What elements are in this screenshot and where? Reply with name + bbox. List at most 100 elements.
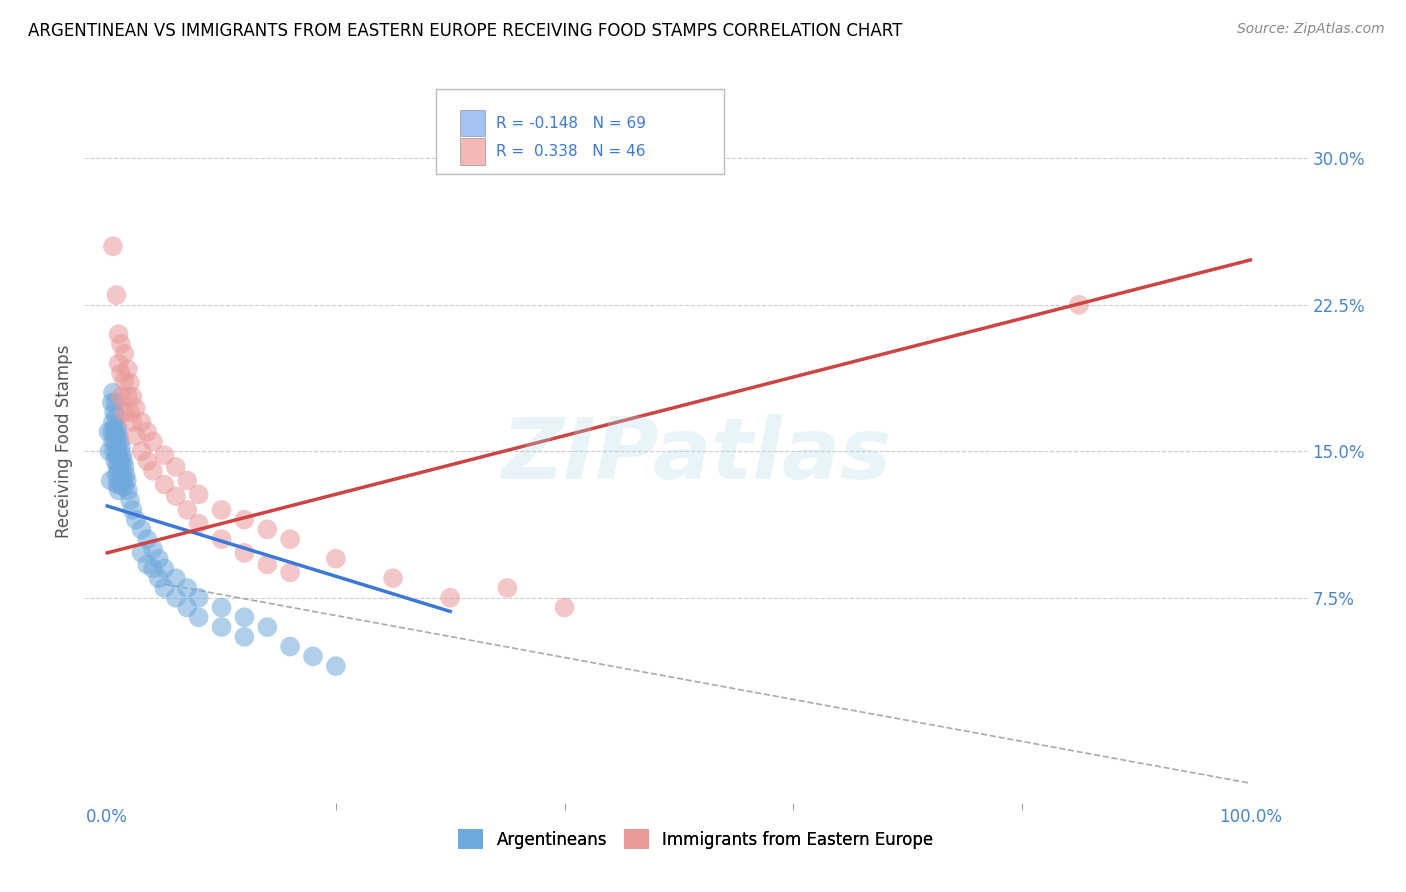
Point bbox=[125, 401, 148, 416]
Point bbox=[153, 581, 176, 595]
Point bbox=[112, 459, 135, 474]
Point bbox=[211, 503, 233, 517]
Point bbox=[165, 489, 187, 503]
Point bbox=[211, 600, 233, 615]
Point bbox=[108, 474, 131, 488]
Point bbox=[114, 467, 136, 482]
Point bbox=[278, 566, 301, 580]
Point bbox=[256, 620, 278, 634]
Point bbox=[233, 513, 256, 527]
Point bbox=[98, 444, 121, 458]
Point bbox=[136, 558, 159, 572]
Point bbox=[112, 405, 135, 419]
Point bbox=[233, 546, 256, 560]
Point bbox=[121, 415, 143, 429]
Point bbox=[176, 503, 198, 517]
Point bbox=[105, 288, 128, 302]
Point bbox=[107, 458, 129, 472]
Point bbox=[1067, 298, 1090, 312]
Point bbox=[104, 395, 127, 409]
Text: ZIPatlas: ZIPatlas bbox=[501, 415, 891, 498]
Text: R = -0.148   N = 69: R = -0.148 N = 69 bbox=[496, 116, 647, 130]
Point bbox=[165, 591, 187, 605]
Point bbox=[187, 487, 209, 501]
Point bbox=[125, 513, 148, 527]
Point bbox=[101, 425, 124, 439]
Point bbox=[302, 649, 325, 664]
Point bbox=[105, 448, 128, 462]
Point bbox=[110, 441, 132, 455]
Point bbox=[187, 516, 209, 531]
Point bbox=[211, 620, 233, 634]
Point bbox=[256, 523, 278, 537]
Point bbox=[107, 421, 129, 435]
Point bbox=[107, 428, 129, 442]
Point bbox=[278, 532, 301, 546]
Point bbox=[112, 454, 135, 468]
Point bbox=[100, 474, 122, 488]
Point bbox=[142, 464, 165, 478]
Point bbox=[153, 448, 176, 462]
Point bbox=[110, 366, 132, 380]
Point bbox=[110, 458, 132, 472]
Point bbox=[125, 428, 148, 442]
Point bbox=[382, 571, 405, 585]
Point bbox=[120, 493, 142, 508]
Point bbox=[136, 532, 159, 546]
Point bbox=[111, 448, 134, 462]
Point bbox=[108, 434, 131, 449]
Point bbox=[153, 477, 176, 491]
Point bbox=[112, 479, 135, 493]
Text: ARGENTINEAN VS IMMIGRANTS FROM EASTERN EUROPE RECEIVING FOOD STAMPS CORRELATION : ARGENTINEAN VS IMMIGRANTS FROM EASTERN E… bbox=[28, 22, 903, 40]
Point bbox=[104, 454, 127, 468]
Point bbox=[97, 425, 120, 439]
Point bbox=[101, 415, 124, 429]
Point bbox=[112, 374, 135, 388]
Y-axis label: Receiving Food Stamps: Receiving Food Stamps bbox=[55, 345, 73, 538]
Point bbox=[101, 395, 124, 409]
Point bbox=[101, 239, 124, 253]
Point bbox=[105, 467, 128, 482]
Point bbox=[496, 581, 519, 595]
Point bbox=[131, 523, 153, 537]
Point bbox=[103, 444, 125, 458]
Point bbox=[111, 467, 134, 482]
Point bbox=[121, 503, 143, 517]
Text: Source: ZipAtlas.com: Source: ZipAtlas.com bbox=[1237, 22, 1385, 37]
Point bbox=[142, 434, 165, 449]
Text: R =  0.338   N = 46: R = 0.338 N = 46 bbox=[496, 145, 645, 159]
Point bbox=[117, 483, 139, 498]
Point bbox=[108, 454, 131, 468]
Point bbox=[105, 409, 128, 424]
Point bbox=[553, 600, 575, 615]
Point bbox=[131, 444, 153, 458]
Point bbox=[110, 477, 132, 491]
Point bbox=[211, 532, 233, 546]
Point bbox=[233, 610, 256, 624]
Point bbox=[110, 337, 132, 351]
Point bbox=[103, 405, 125, 419]
Point bbox=[104, 434, 127, 449]
Point bbox=[112, 474, 135, 488]
Point bbox=[165, 459, 187, 474]
Point bbox=[107, 464, 129, 478]
Point bbox=[325, 659, 347, 673]
Point bbox=[117, 390, 139, 404]
Point bbox=[136, 454, 159, 468]
Legend: Argentineans, Immigrants from Eastern Europe: Argentineans, Immigrants from Eastern Eu… bbox=[451, 822, 941, 856]
Point bbox=[117, 362, 139, 376]
Point bbox=[136, 425, 159, 439]
Point bbox=[256, 558, 278, 572]
Point bbox=[101, 385, 124, 400]
Point bbox=[107, 448, 129, 462]
Point bbox=[104, 418, 127, 433]
Point bbox=[153, 561, 176, 575]
Point bbox=[148, 551, 170, 566]
Point bbox=[121, 390, 143, 404]
Point bbox=[142, 541, 165, 556]
Point bbox=[107, 477, 129, 491]
Point bbox=[105, 428, 128, 442]
Point bbox=[187, 591, 209, 605]
Point bbox=[107, 483, 129, 498]
Point bbox=[101, 434, 124, 449]
